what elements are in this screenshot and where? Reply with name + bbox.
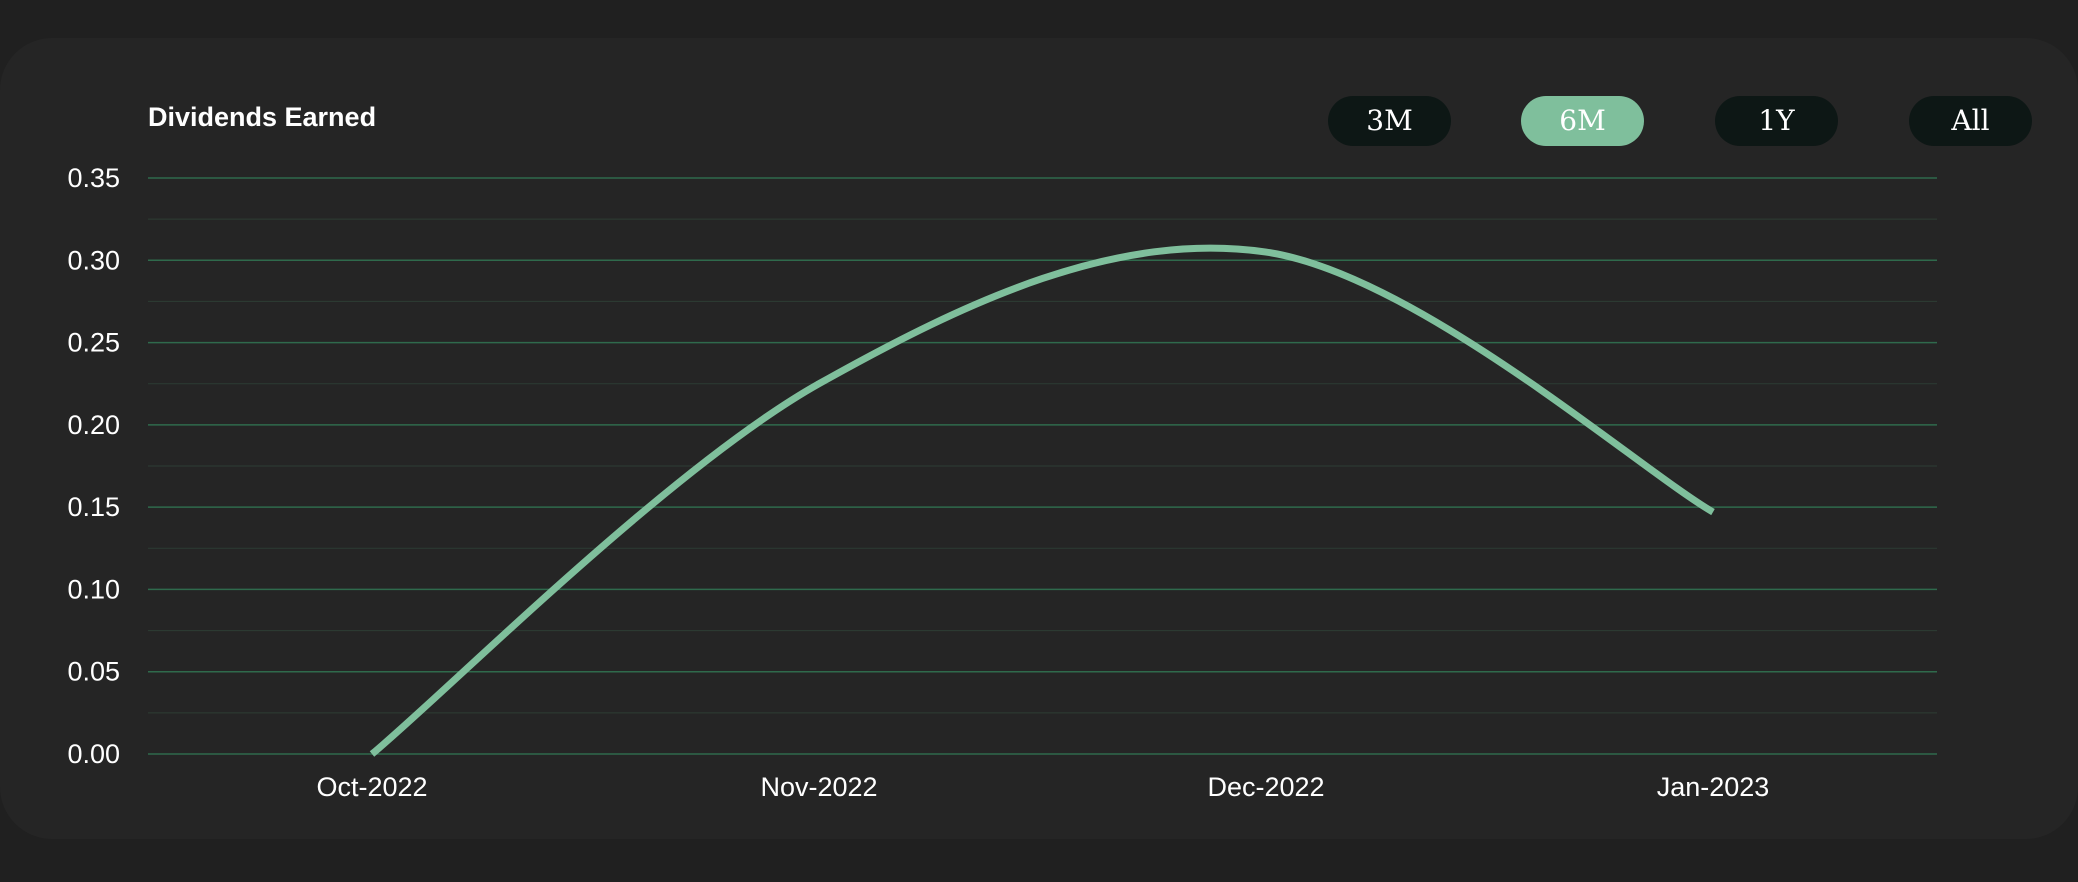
range-button-1y[interactable]: 1Y bbox=[1715, 96, 1838, 146]
y-tick-label: 0.05 bbox=[67, 657, 120, 687]
y-tick-label: 0.10 bbox=[67, 574, 120, 604]
chart-card bbox=[0, 38, 2078, 839]
range-button-all[interactable]: All bbox=[1909, 96, 2032, 146]
series-line bbox=[369, 244, 1715, 757]
series-layer bbox=[369, 244, 1715, 757]
y-tick-label: 0.35 bbox=[67, 163, 120, 193]
x-axis-ticks: Oct-2022 Nov-2022 Dec-2022 Jan-2023 bbox=[316, 772, 1769, 802]
y-tick-label: 0.15 bbox=[67, 492, 120, 522]
x-tick-label: Dec-2022 bbox=[1207, 772, 1324, 802]
y-tick-label: 0.30 bbox=[67, 245, 120, 275]
range-button-6m[interactable]: 6M bbox=[1521, 96, 1644, 146]
y-tick-label: 0.00 bbox=[67, 739, 120, 769]
y-axis-ticks: 0.00 0.05 0.10 0.15 0.20 0.25 0.30 0.35 bbox=[67, 163, 120, 769]
x-tick-label: Oct-2022 bbox=[316, 772, 427, 802]
y-tick-label: 0.25 bbox=[67, 328, 120, 358]
x-tick-label: Nov-2022 bbox=[760, 772, 877, 802]
x-tick-label: Jan-2023 bbox=[1657, 772, 1770, 802]
chart-title: Dividends Earned bbox=[148, 102, 377, 132]
y-tick-label: 0.20 bbox=[67, 410, 120, 440]
range-button-3m[interactable]: 3M bbox=[1328, 96, 1451, 146]
grid-layer bbox=[148, 177, 1937, 755]
